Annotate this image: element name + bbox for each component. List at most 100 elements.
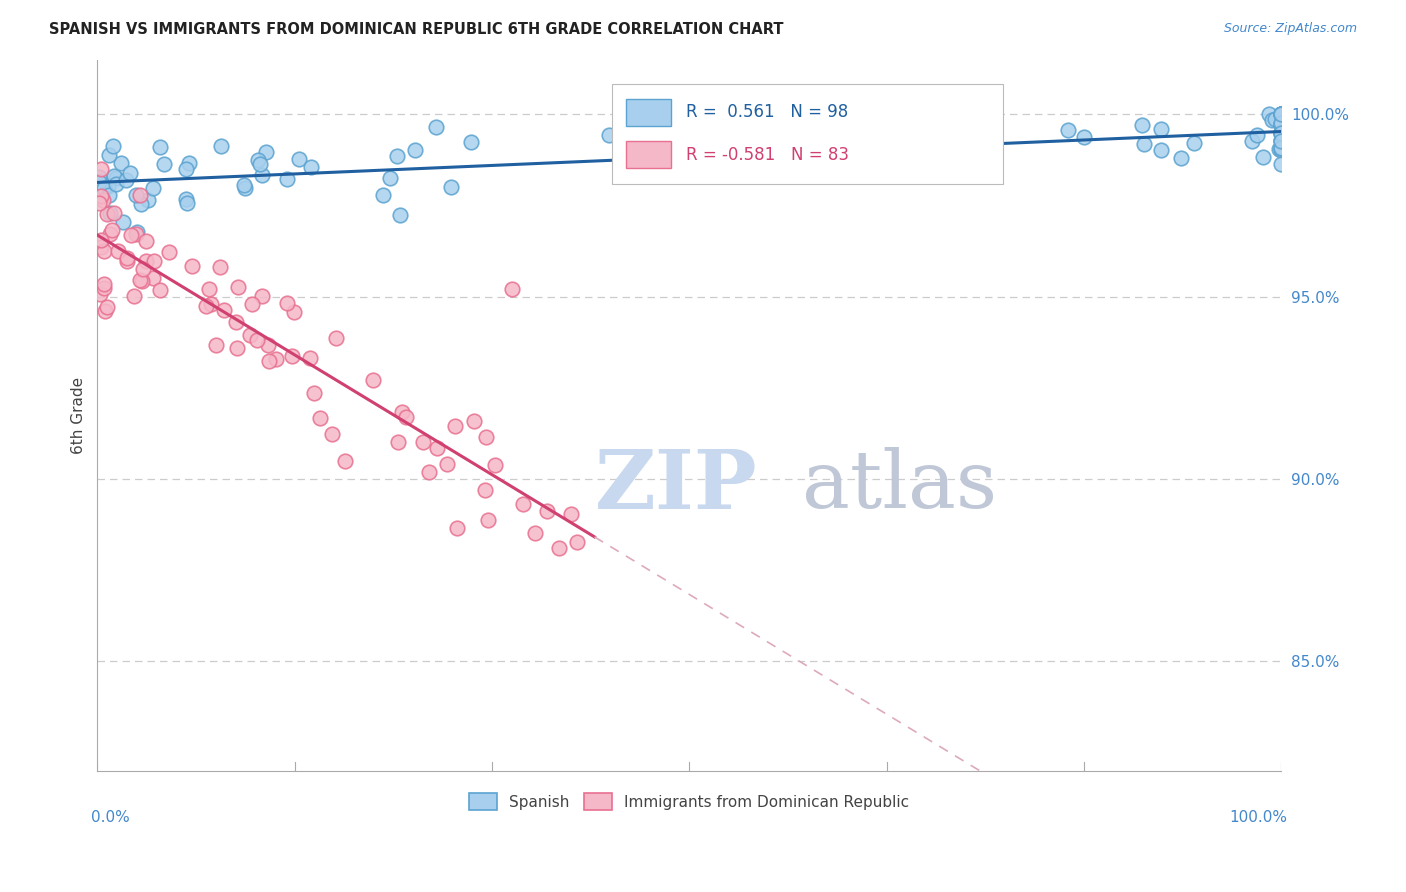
Point <box>475 430 498 444</box>
Point <box>208 260 231 275</box>
Point <box>387 435 409 450</box>
Point <box>501 282 523 296</box>
Point <box>176 195 198 210</box>
Point <box>125 188 148 202</box>
Point <box>1270 126 1292 140</box>
Point <box>283 305 305 319</box>
Point <box>321 427 343 442</box>
Point <box>1264 112 1286 127</box>
Point <box>1132 137 1154 152</box>
Point <box>298 351 321 366</box>
Text: SPANISH VS IMMIGRANTS FROM DOMINICAN REPUBLIC 6TH GRADE CORRELATION CHART: SPANISH VS IMMIGRANTS FROM DOMINICAN REP… <box>49 22 783 37</box>
Point <box>101 222 124 236</box>
Point <box>474 483 496 498</box>
Point <box>98 148 121 162</box>
Point <box>276 295 298 310</box>
Bar <box>627 99 672 126</box>
Point <box>309 411 332 425</box>
Point <box>912 161 935 175</box>
Point <box>90 233 112 247</box>
Point <box>250 288 273 302</box>
Point <box>103 206 125 220</box>
Point <box>385 149 408 163</box>
Point <box>246 333 269 347</box>
Point <box>89 169 111 184</box>
Point <box>1170 151 1192 165</box>
Point <box>149 139 172 153</box>
Legend: Spanish, Immigrants from Dominican Republic: Spanish, Immigrants from Dominican Repub… <box>463 787 915 816</box>
Point <box>89 287 111 301</box>
Point <box>1258 107 1281 121</box>
Point <box>152 156 174 170</box>
Point <box>1270 107 1292 121</box>
Point <box>200 296 222 310</box>
Point <box>1270 107 1292 121</box>
Point <box>228 280 250 294</box>
Point <box>1270 107 1292 121</box>
Point <box>239 327 262 342</box>
Point <box>299 160 322 174</box>
Point <box>107 244 129 259</box>
Point <box>115 254 138 268</box>
Text: atlas: atlas <box>801 447 997 525</box>
Point <box>371 188 394 202</box>
Point <box>90 161 112 176</box>
Point <box>132 261 155 276</box>
Point <box>412 435 434 450</box>
Point <box>560 507 582 521</box>
Point <box>98 187 121 202</box>
Point <box>837 147 859 161</box>
Point <box>1270 107 1292 121</box>
Point <box>174 162 197 177</box>
Point <box>209 138 232 153</box>
Point <box>1260 112 1282 127</box>
Point <box>233 178 256 192</box>
Point <box>120 166 142 180</box>
Point <box>484 458 506 473</box>
Point <box>1270 107 1292 121</box>
Point <box>142 271 165 285</box>
Point <box>136 194 159 208</box>
Point <box>131 197 153 211</box>
Point <box>325 331 347 345</box>
Point <box>1150 143 1173 157</box>
Point <box>281 349 304 363</box>
Point <box>1270 126 1292 140</box>
Point <box>115 251 138 265</box>
Point <box>1270 126 1292 140</box>
Point <box>94 303 117 318</box>
Point <box>391 405 413 419</box>
Point <box>110 155 132 169</box>
Point <box>198 282 221 296</box>
Text: 0.0%: 0.0% <box>91 810 131 825</box>
Point <box>1270 141 1292 155</box>
Point <box>1057 123 1080 137</box>
Point <box>249 157 271 171</box>
Point <box>93 180 115 194</box>
Point <box>1270 117 1292 131</box>
Point <box>378 170 401 185</box>
Point <box>143 254 166 268</box>
Point <box>1253 150 1275 164</box>
Text: Source: ZipAtlas.com: Source: ZipAtlas.com <box>1223 22 1357 36</box>
Point <box>1270 133 1292 147</box>
Point <box>174 192 197 206</box>
Y-axis label: 6th Grade: 6th Grade <box>72 376 86 454</box>
Point <box>104 170 127 185</box>
Text: R = -0.581   N = 83: R = -0.581 N = 83 <box>686 146 849 164</box>
Point <box>100 227 122 241</box>
Point <box>780 129 803 144</box>
Text: ZIP: ZIP <box>595 446 758 526</box>
Point <box>177 156 200 170</box>
Point <box>1270 116 1292 130</box>
Point <box>1130 118 1153 132</box>
Point <box>425 120 447 134</box>
Point <box>446 521 468 535</box>
Point <box>105 178 128 192</box>
Point <box>335 454 357 468</box>
Point <box>418 465 440 479</box>
Point <box>1270 141 1292 155</box>
Point <box>204 338 226 352</box>
Point <box>264 352 287 367</box>
Point <box>388 208 411 222</box>
